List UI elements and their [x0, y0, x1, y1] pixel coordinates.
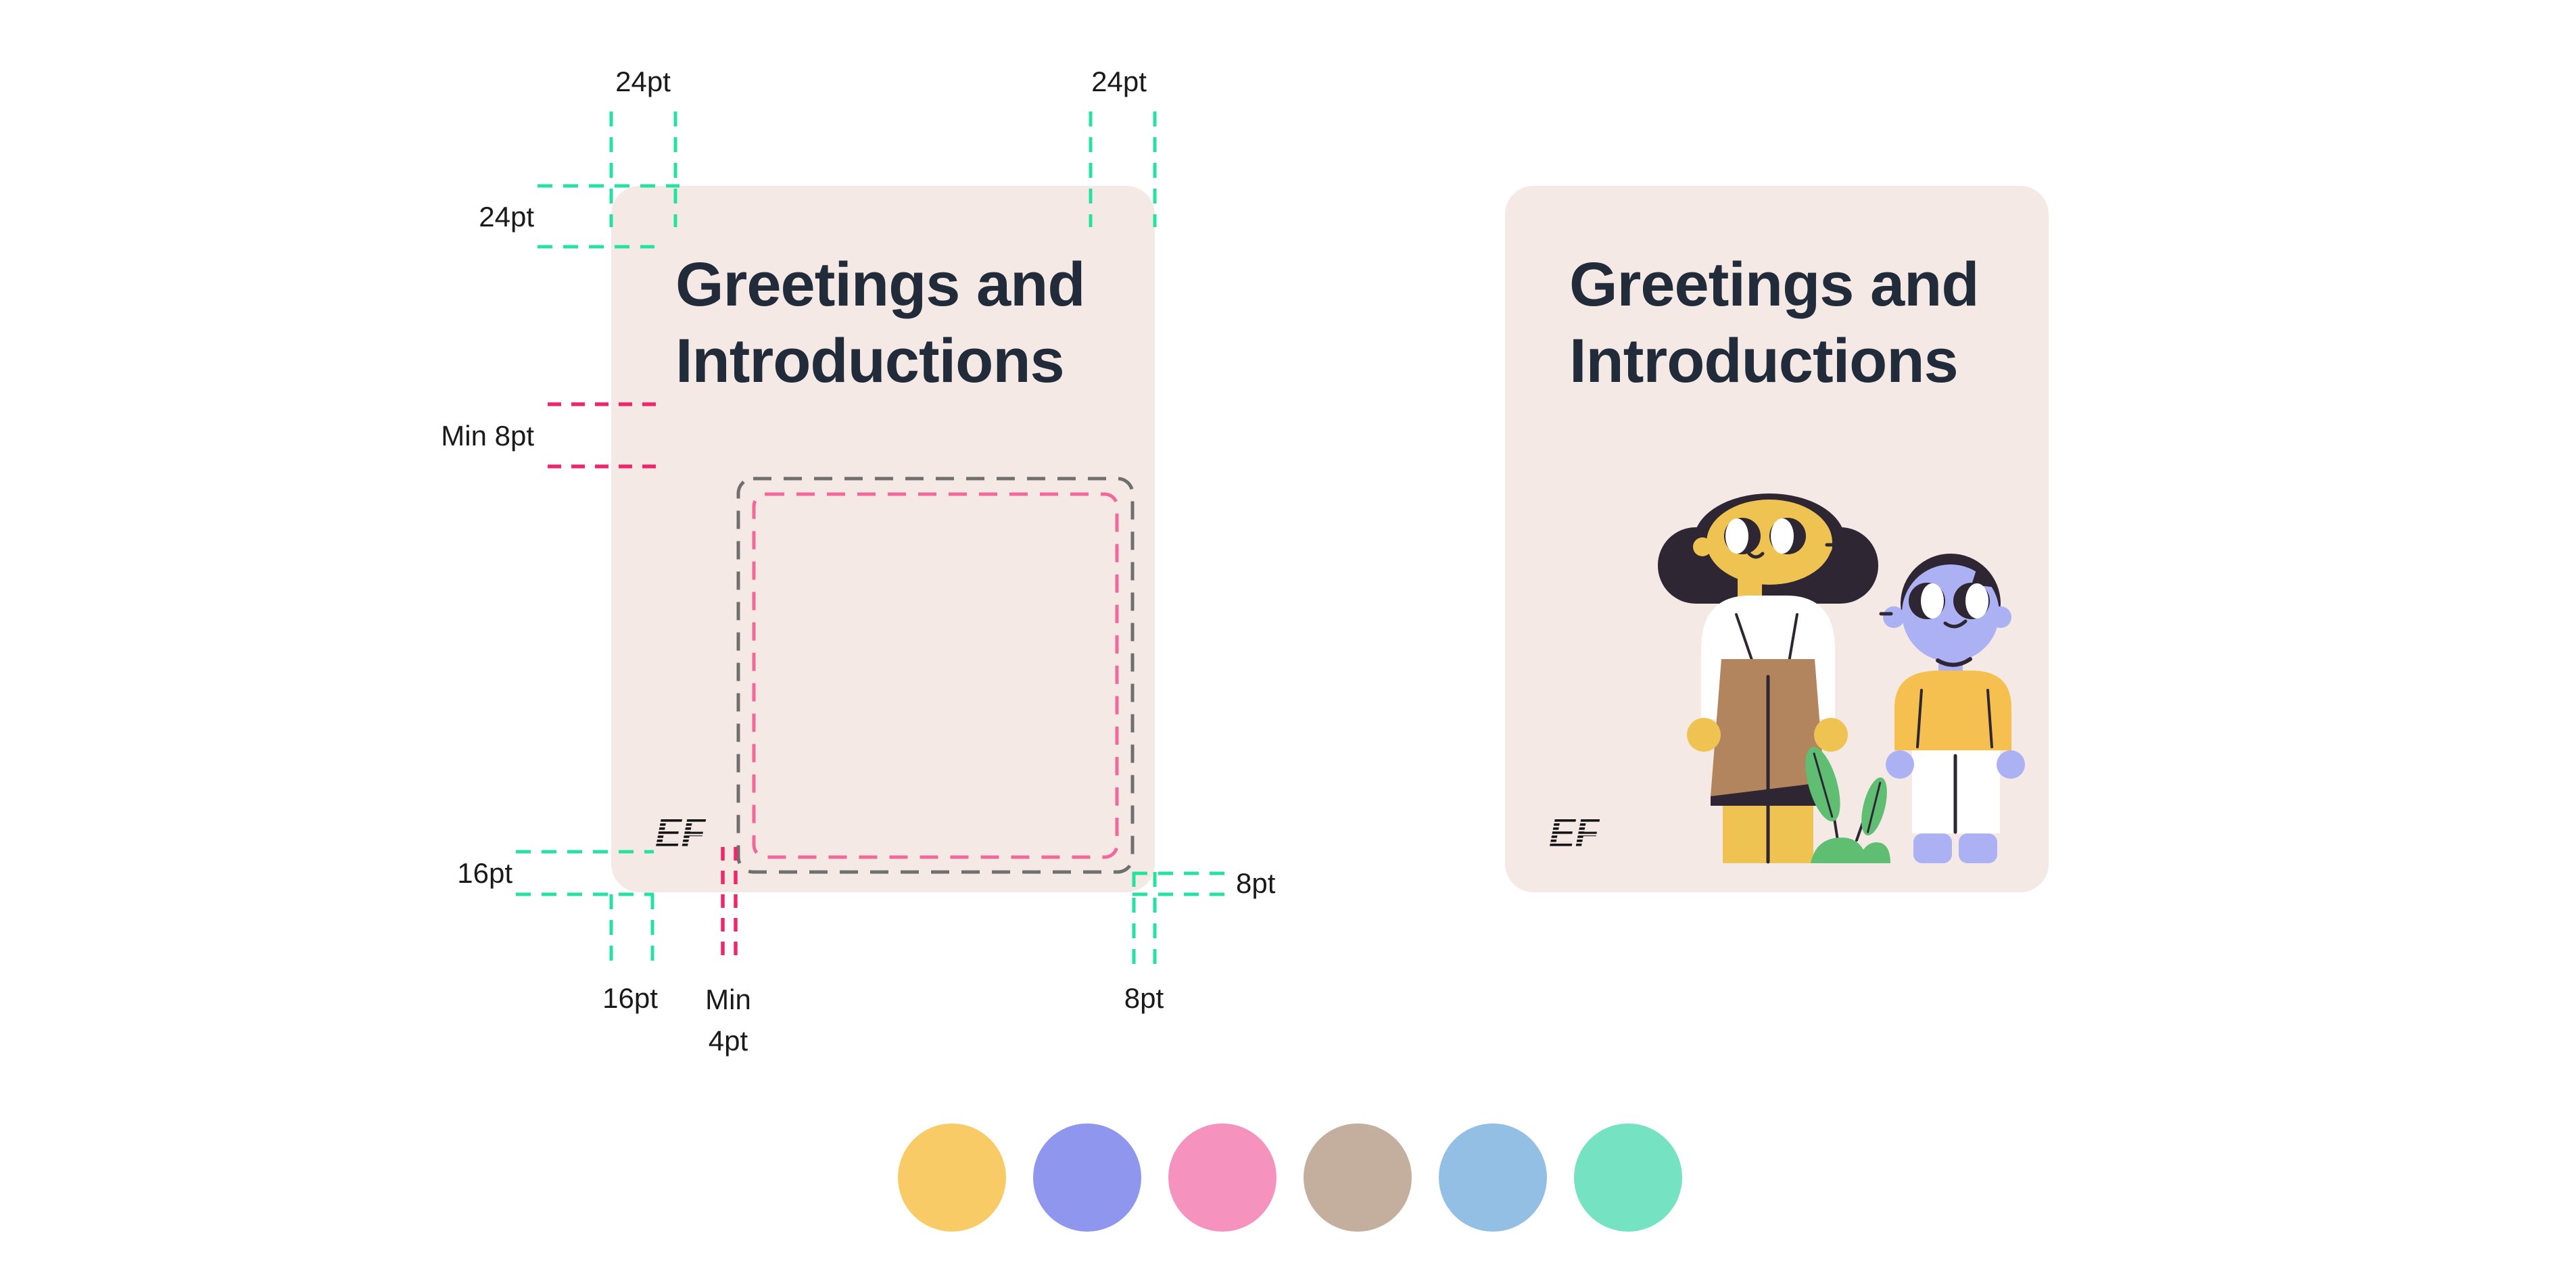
palette-swatch-mint [1574, 1123, 1682, 1232]
example-card: Greetings and Introductions [1505, 186, 2049, 892]
card-title-line2: Introductions [675, 326, 1065, 395]
woman-illustration [1658, 493, 1878, 864]
plant-mound [1811, 838, 1890, 863]
color-palette [898, 1123, 1682, 1232]
card-title: Greetings and Introductions [675, 247, 1086, 400]
label-title-image-min-gap: Min 8pt [441, 420, 534, 452]
boy-hair-swoosh [1972, 568, 1996, 587]
label-logo-side-margin: 16pt [457, 857, 512, 889]
palette-swatch-tan [1304, 1123, 1412, 1232]
ef-logo-text: EF [655, 811, 707, 854]
spec-card: Greetings and Introductions EF [611, 186, 1155, 892]
label-logo-image-min-gap: Min 4pt [671, 979, 786, 1061]
boy-illustration [1879, 554, 2025, 863]
ef-logo: EF [1548, 811, 1618, 855]
plant-leaf-small [1861, 777, 1887, 836]
plant-illustration [1805, 746, 1890, 863]
palette-swatch-pink [1168, 1123, 1277, 1232]
label-logo-bottom-margin: 16pt [602, 982, 658, 1014]
palette-swatch-yellow [898, 1123, 1006, 1232]
label-title-top-margin-right: 24pt [1091, 66, 1147, 97]
card-title-line1: Greetings and [675, 250, 1086, 319]
boy-arm-line-left [1916, 689, 1923, 748]
label-title-side-margin: 24pt [479, 201, 534, 233]
label-image-bottom-margin: 8pt [1124, 982, 1164, 1014]
woman-smile [1747, 552, 1765, 559]
label-title-top-margin-left: 24pt [615, 66, 671, 97]
ef-logo: EF [654, 811, 724, 855]
woman-right-hand [1814, 718, 1848, 752]
label-logo-image-min-gap-line2: 4pt [708, 1025, 748, 1057]
boy-right-hand [1997, 750, 2025, 779]
ef-logo-graphic: EF [655, 811, 707, 855]
boy-left-hand [1886, 750, 1914, 779]
boy-arm-line-right [1986, 689, 1993, 748]
palette-swatch-periwinkle [1033, 1123, 1141, 1232]
boy-smile [1943, 619, 1967, 629]
label-logo-image-min-gap-line1: Min [705, 984, 751, 1015]
boy-chin-shadow [1936, 657, 1972, 667]
ef-logo-text: EF [1549, 811, 1600, 854]
boy-left-ear [1883, 606, 1905, 628]
woman-left-hand [1687, 718, 1721, 752]
woman-arm-line-right [1788, 613, 1798, 663]
label-image-side-margin: 8pt [1236, 867, 1276, 899]
card-title: Greetings and Introductions [1569, 247, 1980, 400]
woman-arm-line-left [1735, 613, 1754, 663]
people-illustration [1658, 493, 2025, 864]
card-title-line2: Introductions [1569, 326, 1959, 395]
boy-sweater [1894, 671, 2011, 750]
boy-right-foot [1959, 833, 1997, 863]
boy-left-foot [1913, 833, 1952, 863]
palette-swatch-blue [1439, 1123, 1547, 1232]
plant-leaf-large [1805, 746, 1840, 822]
image-margin-guides [1132, 871, 1225, 965]
card-title-line1: Greetings and [1569, 250, 1980, 319]
ef-logo-graphic: EF [1549, 811, 1600, 855]
